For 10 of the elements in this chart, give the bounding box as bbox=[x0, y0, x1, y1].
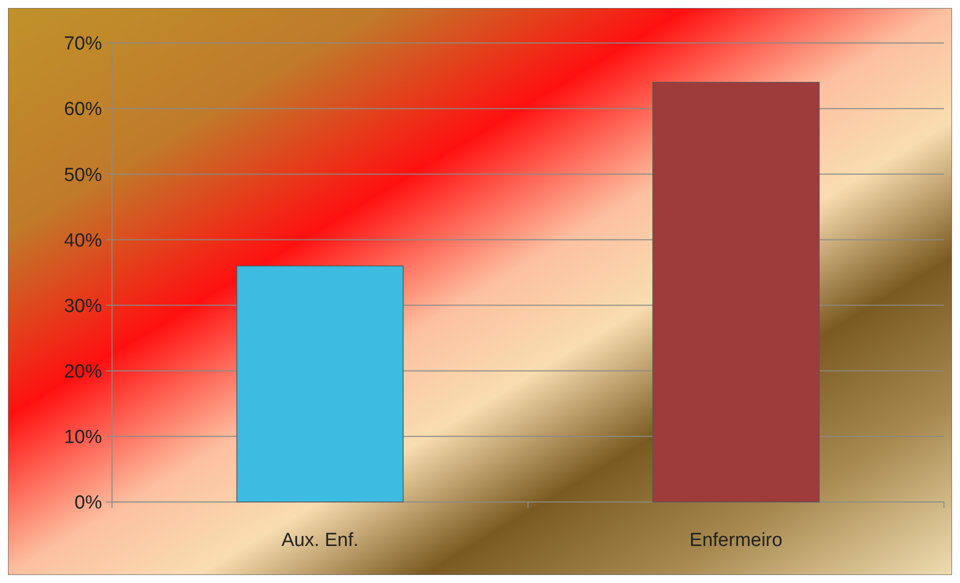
y-tick-label: 30% bbox=[64, 296, 102, 317]
y-tick-label: 10% bbox=[64, 427, 102, 448]
y-tick-label: 40% bbox=[64, 230, 102, 252]
y-tick-label: 20% bbox=[64, 362, 102, 383]
x-tick-label: Aux. Enf. bbox=[281, 530, 359, 551]
x-tick-label: Enfermeiro bbox=[690, 530, 782, 551]
y-tick-label: 0% bbox=[74, 492, 102, 514]
y-tick-label: 50% bbox=[64, 164, 102, 186]
y-tick-label: 70% bbox=[64, 34, 102, 55]
y-tick-label: 60% bbox=[64, 99, 102, 120]
